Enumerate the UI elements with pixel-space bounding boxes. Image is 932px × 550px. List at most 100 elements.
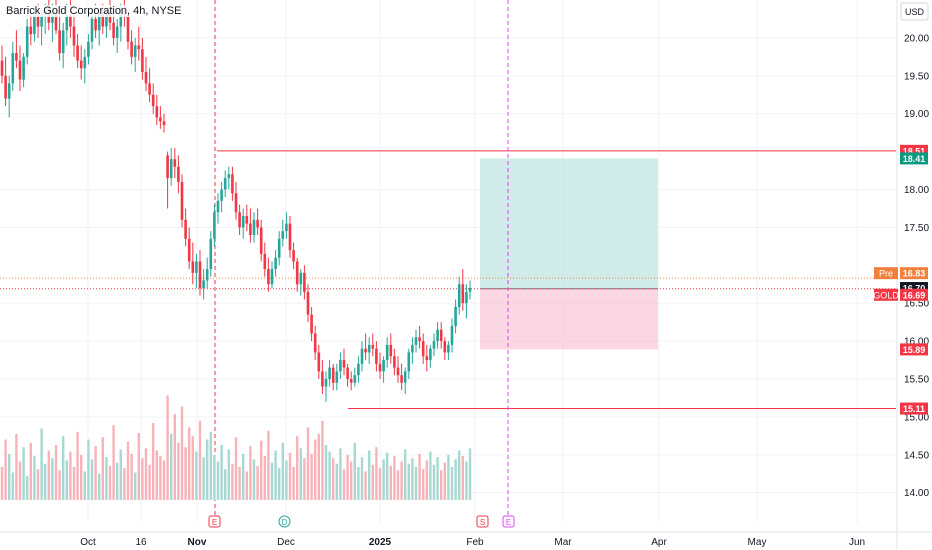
volume-bar — [281, 442, 284, 500]
volume-bar — [15, 434, 18, 500]
candle-body — [155, 106, 159, 118]
candle-body — [317, 352, 321, 372]
volume-bar — [332, 458, 335, 500]
candle-body — [270, 269, 274, 285]
volume-bar — [252, 459, 256, 500]
candle-body — [61, 30, 65, 54]
candle-body — [169, 159, 173, 179]
price-tick-label: 19.50 — [904, 71, 929, 82]
candle-body — [274, 257, 277, 270]
candle-body — [148, 83, 151, 95]
volume-bar — [206, 439, 209, 500]
volume-bar — [159, 456, 162, 500]
candle-body — [385, 344, 389, 361]
price-tick-label: 19.00 — [904, 109, 929, 120]
volume-bar — [101, 437, 104, 500]
candle-body — [375, 348, 378, 364]
price-tag-2-prefix-bg — [874, 288, 898, 301]
candle-body — [263, 253, 267, 270]
candle-body — [141, 49, 144, 73]
volume-bar — [108, 465, 112, 500]
candle-body — [213, 212, 216, 239]
candle-body — [29, 26, 33, 35]
candle-body — [465, 291, 468, 304]
position-stop-tag: 15.89 — [903, 345, 926, 355]
candle-body — [411, 344, 414, 353]
volume-bar — [317, 434, 320, 500]
volume-bar — [22, 447, 25, 500]
volume-bar — [76, 431, 79, 500]
candle-body — [69, 15, 72, 27]
candle-body — [15, 53, 18, 61]
price-tick-label: 15.50 — [904, 374, 929, 385]
price-tag-2-bg — [900, 288, 928, 301]
candle-body — [97, 15, 101, 31]
currency-label: USD — [905, 7, 925, 17]
volume-bar — [425, 460, 428, 500]
candle-body — [133, 45, 137, 57]
candle-body — [252, 219, 256, 235]
candle-body — [216, 200, 220, 213]
position-target-tag-bg — [900, 152, 928, 165]
volume-bar — [339, 448, 342, 500]
candle-body — [443, 341, 447, 353]
volume-bar — [321, 420, 324, 500]
candle-body — [256, 219, 259, 228]
position-profit-zone — [480, 158, 658, 289]
candle-body — [367, 344, 371, 353]
volume-bar — [447, 454, 450, 500]
volume-bar — [346, 454, 349, 500]
volume-bar — [195, 451, 198, 500]
volume-bar — [360, 457, 364, 500]
time-tick-label: May — [748, 537, 767, 548]
candle-body — [223, 178, 227, 190]
candle-body — [33, 15, 36, 35]
candle-body — [321, 371, 324, 387]
price-tag-0-prefix-bg — [874, 267, 898, 280]
volume-bar — [249, 446, 252, 500]
volume-bar — [170, 434, 173, 500]
candle-body — [292, 250, 295, 262]
position-loss-zone — [480, 288, 658, 350]
chart-title: Barrick Gold Corporation, 4h, NYSE — [4, 5, 184, 17]
volume-bar — [148, 464, 151, 500]
volume-bar — [342, 469, 346, 500]
price-tick-label: 17.50 — [904, 223, 929, 234]
level-tag-support-bg — [900, 402, 928, 415]
candle-body — [25, 26, 29, 57]
split-marker-icon: S — [476, 515, 489, 528]
candle-body — [72, 26, 76, 46]
volume-bar — [242, 453, 245, 500]
volume-bar — [144, 448, 148, 500]
candle-body — [342, 360, 346, 368]
candle-body — [468, 288, 472, 292]
candle-body — [277, 238, 281, 258]
candle-body — [259, 227, 263, 254]
candle-body — [119, 11, 123, 27]
candle-body — [7, 83, 11, 99]
volume-bar — [65, 460, 68, 500]
volume-bar — [112, 425, 115, 500]
volume-bar — [231, 463, 234, 500]
candle-body — [0, 60, 4, 76]
volume-bar — [26, 475, 29, 500]
candle-body — [357, 363, 360, 376]
candle-body — [4, 75, 7, 99]
candle-body — [245, 216, 249, 224]
volume-bar — [285, 460, 288, 500]
candle-body — [231, 174, 234, 194]
candle-body — [450, 325, 454, 345]
candle-body — [173, 159, 177, 167]
volume-bar — [40, 428, 43, 500]
volume-bar — [180, 406, 184, 500]
volume-bar — [422, 469, 425, 500]
candle-body — [299, 272, 303, 285]
candle-body — [407, 352, 411, 372]
volume-bar — [213, 454, 216, 500]
price-tag-2: 16.69 — [903, 290, 926, 300]
volume-bar — [177, 442, 180, 500]
volume-bar — [443, 462, 446, 500]
candle-body — [205, 269, 209, 281]
